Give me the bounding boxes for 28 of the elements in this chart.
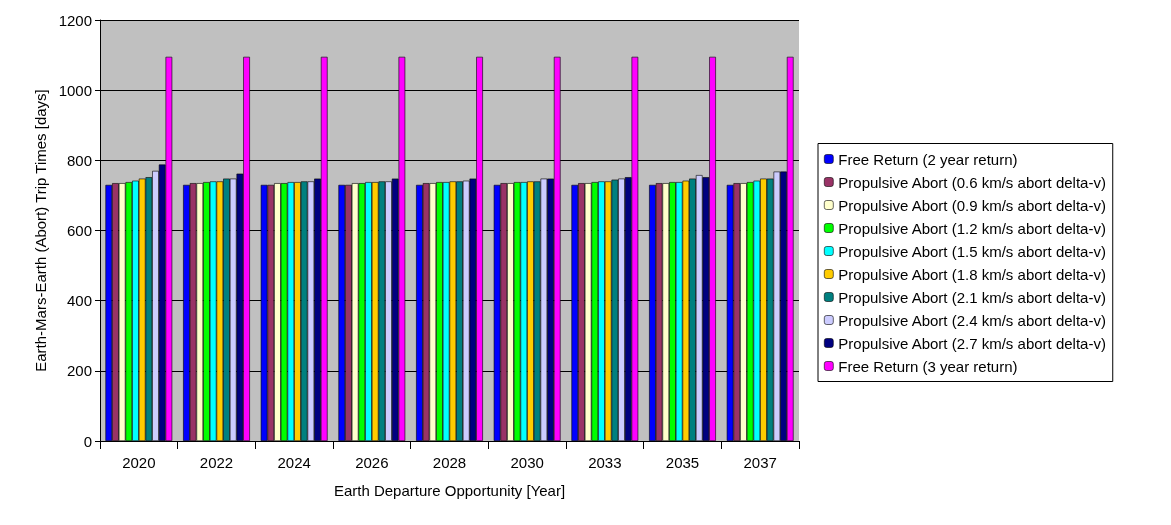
legend-label: Propulsive Abort (2.4 km/s abort delta-v) — [838, 311, 1106, 329]
y-tick-label: 1000 — [58, 81, 92, 99]
x-axis-title: Earth Departure Opportunity [Year] — [333, 482, 566, 499]
x-tick-label: 2026 — [355, 454, 389, 471]
x-tick-label: 2024 — [277, 454, 311, 471]
y-tick-label: 400 — [66, 292, 92, 310]
y-tick-label: 600 — [66, 222, 92, 239]
y-axis-title: Earth-Mars-Earth (Abort) Trip Times [days] — [31, 89, 49, 372]
legend-label: Propulsive Abort (1.5 km/s abort delta-v) — [838, 242, 1106, 260]
y-tick-label: 200 — [66, 362, 92, 380]
x-tick-label: 2035 — [665, 454, 700, 471]
legend-label: Propulsive Abort (1.8 km/s abort delta-v) — [838, 265, 1106, 283]
x-tick-label: 2037 — [743, 454, 777, 471]
y-tick-label: 0 — [83, 432, 92, 450]
legend-label: Propulsive Abort (2.1 km/s abort delta-v) — [838, 288, 1106, 306]
y-tick-label: 1200 — [58, 11, 92, 29]
legend-label: Propulsive Abort (2.7 km/s abort delta-v) — [838, 334, 1106, 352]
x-tick-label: 2028 — [432, 454, 467, 471]
legend-label: Free Return (2 year return) — [838, 150, 1018, 168]
legend-label: Propulsive Abort (0.9 km/s abort delta-v) — [838, 196, 1106, 214]
legend-label: Propulsive Abort (1.2 km/s abort delta-v) — [838, 219, 1106, 237]
y-tick-label: 800 — [66, 151, 92, 169]
x-tick-label: 2033 — [588, 454, 622, 471]
x-tick-label: 2030 — [510, 454, 544, 471]
x-tick-label: 2022 — [199, 454, 234, 471]
x-tick-label: 2020 — [122, 454, 156, 471]
legend-label: Propulsive Abort (0.6 km/s abort delta-v) — [838, 173, 1106, 191]
legend-label: Free Return (3 year return) — [838, 357, 1018, 375]
